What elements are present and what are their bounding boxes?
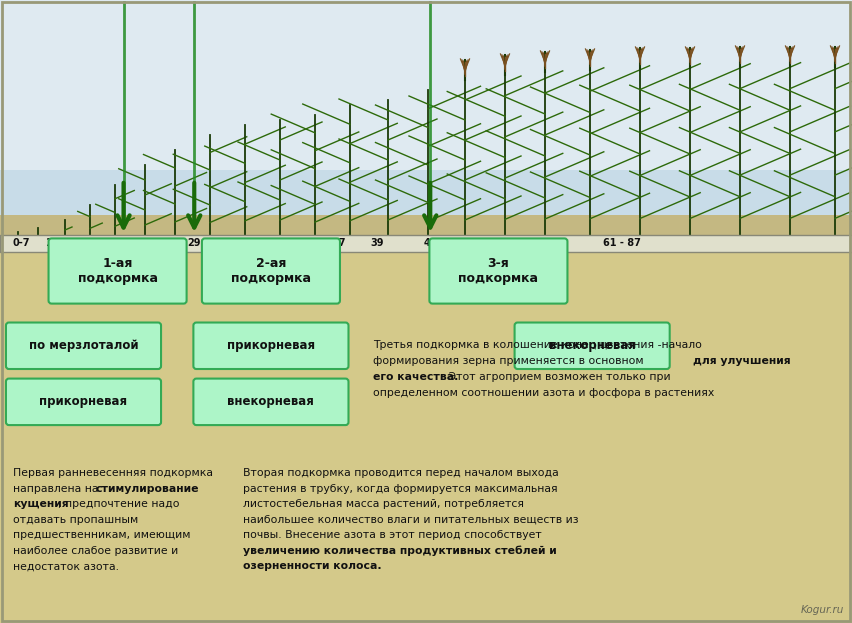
Text: 29: 29: [187, 239, 201, 249]
Text: прикорневая: прикорневая: [39, 396, 128, 408]
Text: направлена на: направлена на: [13, 484, 101, 494]
Text: 30: 30: [225, 239, 239, 249]
Text: 2-ая
подкормка: 2-ая подкормка: [231, 257, 311, 285]
Bar: [0, 215, 852, 245]
FancyBboxPatch shape: [202, 239, 340, 303]
FancyBboxPatch shape: [193, 323, 348, 369]
Text: Третья подкормка в колошение-конец цветения -начало: Третья подкормка в колошение-конец цвете…: [373, 340, 702, 350]
Text: Вторая подкормка проводится перед началом выхода: Вторая подкормка проводится перед начало…: [243, 468, 559, 478]
Text: Kogur.ru: Kogur.ru: [801, 605, 844, 615]
Text: для улучшения: для улучшения: [694, 356, 791, 366]
Text: наибольшее количество влаги и питательных веществ из: наибольшее количество влаги и питательны…: [243, 515, 579, 525]
Text: озерненности колоса.: озерненности колоса.: [243, 561, 382, 571]
Text: 32: 32: [290, 239, 303, 249]
Text: Первая ранневесенняя подкормка: Первая ранневесенняя подкормка: [13, 468, 213, 478]
Bar: [0, 235, 852, 252]
Text: 1-ая
подкормка: 1-ая подкормка: [78, 257, 158, 285]
Text: 10: 10: [46, 239, 60, 249]
Text: определенном соотношении азота и фосфора в растениях: определенном соотношении азота и фосфора…: [373, 388, 715, 397]
Text: 55: 55: [503, 239, 516, 249]
Text: 59: 59: [543, 239, 556, 249]
Text: 3-я
подкормка: 3-я подкормка: [458, 257, 538, 285]
Text: по мерзлоталой: по мерзлоталой: [29, 340, 138, 352]
Text: формирования зерна применяется в основном: формирования зерна применяется в основно…: [373, 356, 648, 366]
Text: предшественникам, имеющим: предшественникам, имеющим: [13, 531, 190, 541]
Text: 51: 51: [460, 239, 474, 249]
Text: Этот агроприем возможен только при: Этот агроприем возможен только при: [446, 371, 671, 381]
Text: отдавать пропашным: отдавать пропашным: [13, 515, 138, 525]
Text: его качества.: его качества.: [373, 371, 458, 381]
Text: 25: 25: [149, 239, 163, 249]
Bar: [0, 0, 852, 170]
Text: кущения: кущения: [13, 500, 68, 510]
FancyBboxPatch shape: [429, 239, 567, 303]
FancyBboxPatch shape: [49, 239, 187, 303]
FancyBboxPatch shape: [6, 323, 161, 369]
FancyBboxPatch shape: [515, 323, 670, 369]
Text: 49: 49: [423, 239, 437, 249]
Text: недостаток азота.: недостаток азота.: [13, 561, 118, 571]
FancyBboxPatch shape: [6, 379, 161, 425]
Text: прикорневая: прикорневая: [227, 340, 315, 352]
Text: листостебельная масса растений, потребляется: листостебельная масса растений, потребля…: [243, 500, 524, 510]
Text: 11-13: 11-13: [68, 239, 99, 249]
FancyBboxPatch shape: [193, 379, 348, 425]
Text: 31: 31: [259, 239, 273, 249]
Text: увеличению количества продуктивных стеблей и: увеличению количества продуктивных стебл…: [243, 546, 556, 556]
Text: растения в трубку, когда формируется максимальная: растения в трубку, когда формируется мак…: [243, 484, 557, 494]
Text: , предпочтение надо: , предпочтение надо: [58, 500, 179, 510]
Text: 61 - 87: 61 - 87: [603, 239, 641, 249]
Text: 37: 37: [332, 239, 346, 249]
Bar: [0, 0, 852, 230]
Text: наиболее слабое развитие и: наиболее слабое развитие и: [13, 546, 178, 556]
Text: стимулирование: стимулирование: [95, 484, 199, 494]
Text: 39: 39: [371, 239, 384, 249]
Text: почвы. Внесение азота в этот период способствует: почвы. Внесение азота в этот период спос…: [243, 531, 542, 541]
Text: внекорневая: внекорневая: [549, 340, 636, 352]
Text: внекорневая: внекорневая: [227, 396, 314, 408]
Text: 21: 21: [117, 239, 130, 249]
Text: 0-7: 0-7: [13, 239, 30, 249]
